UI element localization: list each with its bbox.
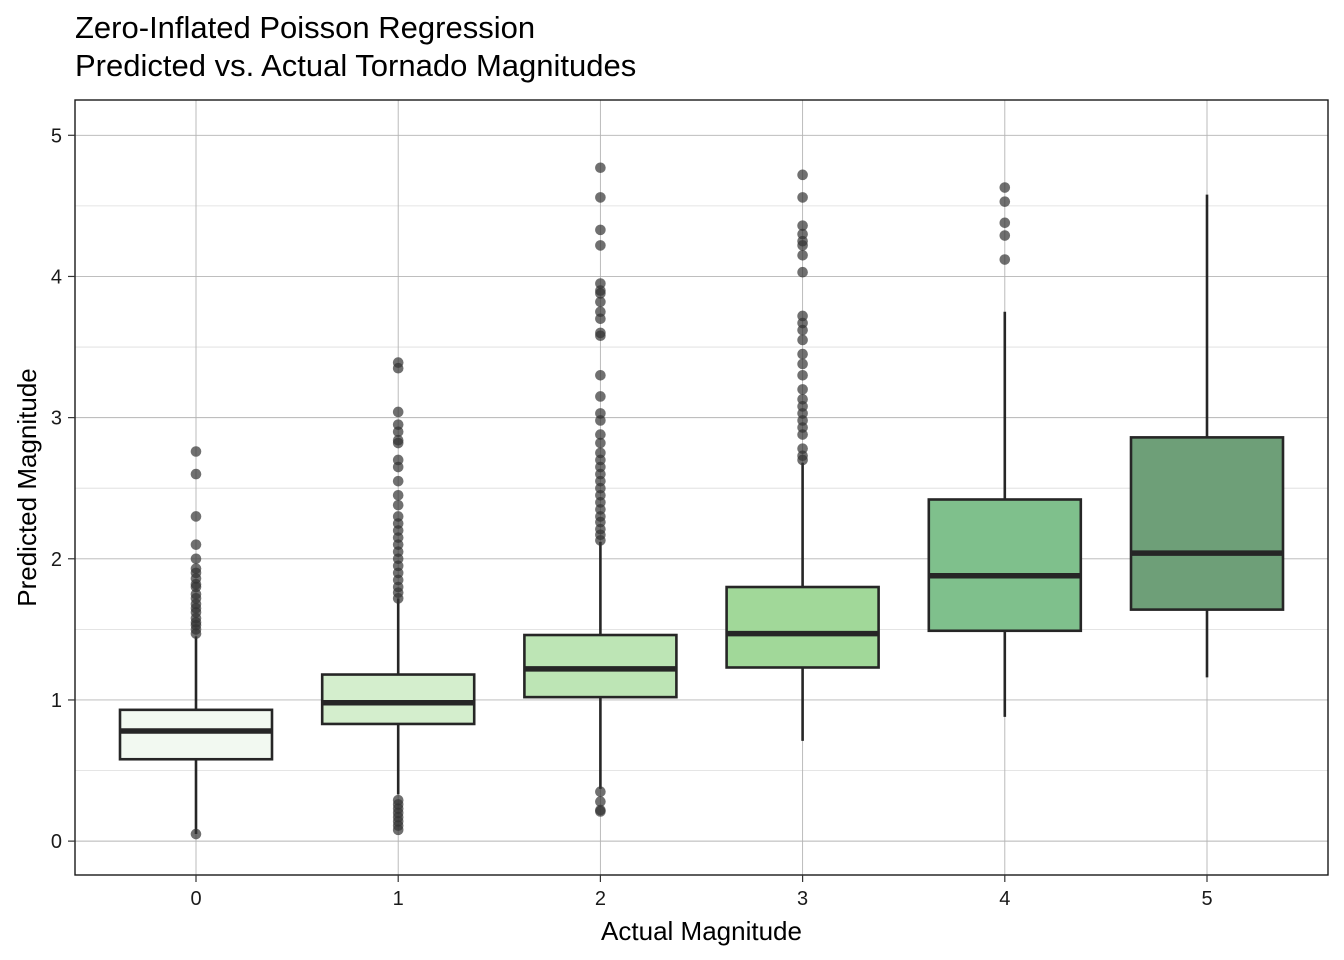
y-axis-label: Predicted Magnitude [12, 368, 42, 606]
outlier-point [392, 499, 404, 511]
outlier-point [797, 393, 808, 405]
x-tick-label: 5 [1201, 888, 1212, 910]
outlier-point [797, 169, 808, 181]
outlier-point [595, 437, 606, 449]
outlier-point [595, 804, 606, 816]
x-tick-label: 0 [190, 888, 201, 910]
box-0 [118, 446, 274, 840]
chart-title: Zero-Inflated Poisson Regression [75, 10, 536, 45]
outlier-point [392, 434, 404, 446]
outlier-point [392, 357, 404, 368]
outlier-point [190, 539, 202, 550]
outlier-point [595, 796, 606, 807]
outlier-point [999, 230, 1011, 241]
outlier-point [797, 249, 808, 261]
x-tick-label: 1 [393, 888, 404, 910]
x-tick-label: 2 [595, 888, 606, 910]
outlier-point [190, 563, 202, 574]
x-tick-label: 4 [999, 888, 1010, 910]
outlier-point [797, 266, 808, 278]
outlier-point [595, 408, 606, 419]
box-2 [523, 162, 678, 817]
outlier-point [797, 443, 808, 454]
plot-marks [118, 162, 1285, 840]
outlier-point [797, 358, 808, 370]
outlier-point [392, 419, 404, 430]
outlier-point [999, 182, 1011, 193]
box-1 [320, 357, 476, 836]
outlier-point [392, 794, 404, 806]
panel-border [74, 99, 1329, 876]
box-iqr [118, 708, 274, 761]
outlier-point [999, 196, 1011, 207]
outlier-point [392, 406, 404, 418]
outlier-point [595, 429, 606, 440]
outlier-point [595, 224, 606, 236]
y-tick-label: 0 [51, 831, 62, 853]
x-axis-label: Actual Magnitude [601, 916, 802, 946]
outlier-point [190, 446, 202, 457]
outlier-point [797, 334, 808, 346]
box-3 [725, 169, 880, 741]
outlier-point [797, 228, 808, 240]
grid-lines [75, 100, 1328, 875]
outlier-point [392, 475, 404, 487]
outlier-point [595, 296, 606, 308]
outlier-point [595, 786, 606, 798]
outlier-point [392, 489, 404, 501]
box-4 [927, 182, 1083, 717]
y-tick-label: 3 [51, 408, 62, 430]
outlier-point [797, 384, 808, 395]
outlier-point [797, 369, 808, 381]
outlier-point [999, 254, 1011, 265]
outlier-point [595, 327, 606, 339]
outlier-point [797, 192, 808, 203]
outlier-point [595, 192, 606, 203]
box-iqr [523, 633, 678, 699]
outlier-point [595, 240, 606, 251]
chart-subtitle: Predicted vs. Actual Tornado Magnitudes [75, 48, 637, 83]
outlier-point [190, 511, 202, 522]
y-tick-label: 5 [51, 125, 62, 147]
outlier-point [392, 454, 404, 466]
axis-ticks: 0 1 2 3 4 5 0 1 2 3 4 5 [51, 125, 1213, 910]
y-tick-label: 2 [51, 549, 62, 571]
outlier-point [595, 278, 606, 289]
x-tick-label: 3 [797, 888, 808, 910]
box-5 [1129, 194, 1285, 678]
outlier-point [190, 828, 202, 840]
outlier-point [190, 553, 202, 565]
outlier-point [999, 217, 1011, 229]
outlier-point [595, 447, 606, 459]
outlier-point [797, 348, 808, 360]
outlier-point [392, 511, 404, 522]
outlier-point [595, 306, 606, 318]
box-iqr [927, 498, 1083, 633]
box-iqr [725, 585, 880, 669]
outlier-point [797, 220, 808, 231]
y-tick-label: 1 [51, 690, 62, 712]
outlier-point [797, 310, 808, 322]
box-iqr [320, 673, 476, 726]
box-iqr [1129, 436, 1285, 611]
outlier-point [595, 391, 606, 402]
y-tick-label: 4 [51, 266, 62, 288]
outlier-point [595, 162, 606, 174]
outlier-point [595, 369, 606, 381]
outlier-point [190, 468, 202, 480]
